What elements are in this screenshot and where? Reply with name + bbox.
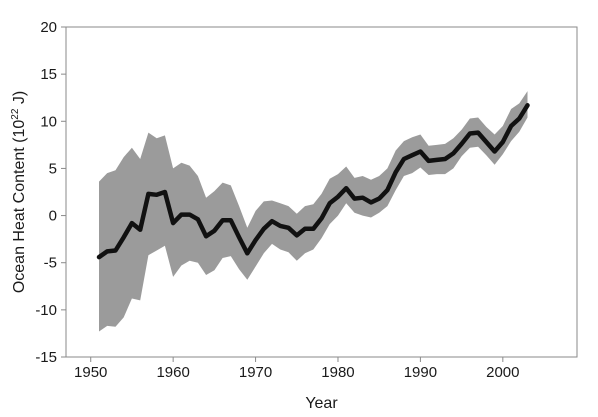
y-axis-ticks: -15 -10 -5 0 5 10 15 20: [35, 19, 66, 366]
x-tick-label: 1990: [404, 364, 437, 381]
plot-frame: [65, 26, 578, 358]
y-axis-title: Ocean Heat Content (1022 J): [10, 91, 28, 293]
y-tick-label: 0: [49, 208, 57, 225]
x-tick-label: 2000: [486, 364, 519, 381]
x-axis-title: Year: [305, 395, 338, 412]
x-tick-label: 1980: [321, 364, 354, 381]
y-tick-label: 5: [49, 160, 57, 177]
x-tick-label: 1970: [239, 364, 272, 381]
series-line-layer: [96, 103, 530, 260]
y-axis-title-main: Ocean Heat Content (10: [11, 120, 28, 294]
y-axis-title-exponent: 22: [10, 108, 21, 120]
y-tick-label: -10: [35, 302, 57, 319]
x-tick-label: 1960: [156, 364, 189, 381]
y-tick-label: 10: [40, 113, 57, 130]
y-tick-label: 15: [40, 66, 57, 83]
x-tick-label: 1950: [74, 364, 107, 381]
y-tick-label: -5: [44, 255, 57, 272]
y-axis-title-unit: J): [11, 91, 28, 109]
y-tick-label: 20: [40, 19, 57, 36]
x-axis-ticks: 1950 1960 1970 1980 1990 2000: [74, 357, 520, 381]
y-tick-label: -15: [35, 349, 57, 366]
ocean-heat-content-line: [96, 103, 530, 260]
